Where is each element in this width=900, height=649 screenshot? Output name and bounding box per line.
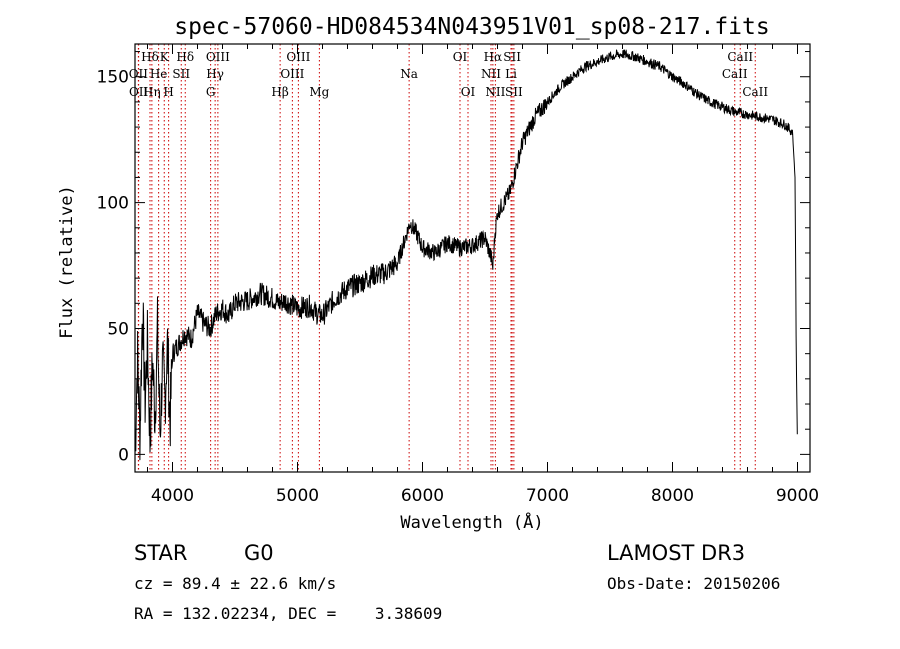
y-tick-label-0: 0 [118, 445, 129, 465]
line-label-18: OI [461, 85, 476, 99]
line-label-7: H [163, 85, 173, 99]
line-label-17: OI [453, 50, 468, 64]
line-label-25: CaII [727, 50, 753, 64]
line-label-5: Hη [143, 85, 161, 99]
object-class: STAR [134, 541, 187, 565]
line-label-27: CaII [742, 85, 768, 99]
line-label-22: SII [503, 50, 521, 64]
x-tick-label-4000: 4000 [151, 486, 194, 506]
line-label-2: OII [129, 85, 149, 99]
line-label-19: Hα [484, 50, 503, 64]
x-tick-label-8000: 8000 [651, 486, 694, 506]
line-label-11: G [206, 85, 216, 99]
obs-date: Obs-Date: 20150206 [607, 574, 780, 593]
line-label-6: SII [172, 67, 190, 81]
line-label-10: Hγ [206, 67, 224, 81]
x-axis-ticks: 4000 5000 6000 7000 8000 9000 [147, 44, 819, 506]
x-axis-label: Wavelength (Å) [400, 511, 543, 533]
line-labels: Hδ OII OII K He Hη SII H Hδ OIII Hγ G Hβ OIII OIII Mg Na… [129, 50, 769, 99]
plot-axes [134, 43, 811, 473]
line-label-0: Hδ [141, 50, 159, 64]
line-label-23: Li [505, 67, 517, 81]
line-label-16: Na [400, 67, 418, 81]
spectrum-line [134, 48, 798, 461]
line-label-1: OII [129, 67, 149, 81]
line-label-14: OIII [280, 67, 304, 81]
line-label-21: NII [485, 85, 505, 99]
line-label-12: Hβ [271, 85, 288, 99]
line-label-8: Hδ [176, 50, 194, 64]
line-label-13: OIII [286, 50, 310, 64]
y-axis-ticks: 0 50 100 150 [97, 51, 810, 465]
y-axis-label: Flux (relative) [57, 185, 77, 339]
line-label-4: He [150, 67, 168, 81]
coordinates: RA = 132.02234, DEC = 3.38609 [134, 604, 442, 623]
y-tick-label-100: 100 [97, 194, 129, 214]
line-label-26: CaII [722, 67, 748, 81]
x-tick-label-6000: 6000 [401, 486, 444, 506]
x-tick-label-7000: 7000 [526, 486, 569, 506]
redshift-cz: cz = 89.4 ± 22.6 km/s [134, 574, 336, 593]
line-markers [137, 44, 756, 472]
survey-name: LAMOST DR3 [607, 541, 745, 565]
line-label-20: NII [481, 67, 501, 81]
x-tick-label-5000: 5000 [276, 486, 319, 506]
line-label-24: SII [505, 85, 523, 99]
chart-title: spec-57060-HD084534N043951V01_sp08-217.f… [174, 14, 769, 40]
x-tick-label-9000: 9000 [776, 486, 819, 506]
line-label-15: Mg [309, 85, 329, 99]
y-tick-label-50: 50 [107, 319, 129, 339]
line-label-9: OIII [206, 50, 230, 64]
spectrum-series [134, 48, 798, 461]
line-label-3: K [160, 50, 170, 64]
plot-frame [134, 43, 811, 473]
y-tick-label-150: 150 [97, 68, 129, 88]
subclass: G0 [244, 541, 274, 565]
